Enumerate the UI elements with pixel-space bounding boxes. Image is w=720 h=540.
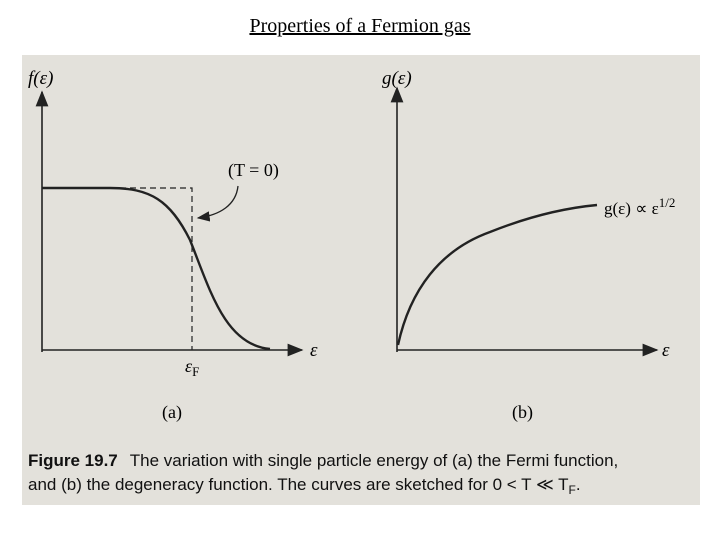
- marker-subscript: F: [192, 364, 199, 379]
- caption-end: .: [576, 475, 581, 494]
- panel-b: [390, 86, 659, 357]
- marker-symbol: ε: [185, 356, 193, 376]
- curve-label: g(ε) ∝ ε1/2: [604, 195, 675, 218]
- caption-line: Figure 19.7 The variation with single par…: [28, 451, 618, 470]
- slide-title: Properties of a Fermion gas: [249, 15, 470, 37]
- x-label: ε: [310, 340, 318, 361]
- annotation-arrow: [196, 185, 239, 222]
- scan-background: [22, 55, 700, 505]
- panel-label: (a): [162, 402, 182, 423]
- curve-label-text: g(ε) ∝ ε: [604, 199, 659, 218]
- caption-label: Figure 19.7: [28, 451, 118, 470]
- x-label: ε: [662, 340, 670, 361]
- caption-line: and (b) the degeneracy function. The cur…: [28, 475, 581, 497]
- caption-text: and (b) the degeneracy function. The cur…: [28, 475, 569, 494]
- y-label: g(ε): [382, 68, 412, 89]
- caption-text: The variation with single particle energ…: [130, 451, 619, 470]
- y-label: f(ε): [28, 68, 53, 89]
- panel-a: [35, 90, 304, 357]
- step-function: [120, 187, 193, 350]
- fermi-curve: [42, 186, 271, 351]
- annotation: (T = 0): [228, 160, 279, 181]
- fermi-marker: εF: [185, 356, 199, 379]
- degeneracy-curve: [396, 203, 598, 346]
- curve-label-superscript: 1/2: [659, 195, 676, 210]
- panel-label: (b): [512, 402, 533, 423]
- caption-subscript: F: [569, 483, 576, 497]
